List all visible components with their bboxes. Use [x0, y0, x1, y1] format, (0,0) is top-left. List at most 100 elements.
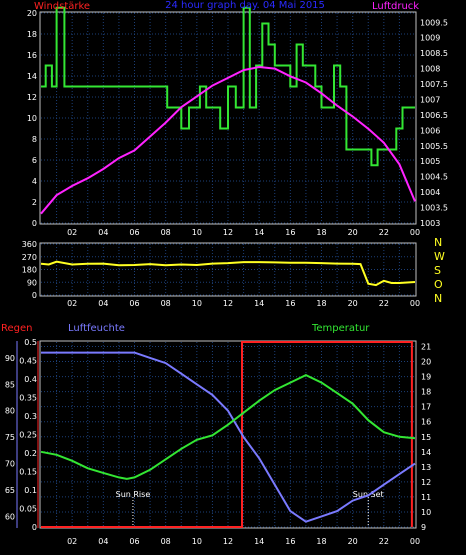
- panel-1-grid: [41, 12, 415, 224]
- y-tick-label: 9: [421, 523, 426, 532]
- compass-label: W: [434, 250, 445, 263]
- y-tick-label: 2: [32, 198, 37, 207]
- y-tick-label: 1003.5: [420, 204, 448, 213]
- y-tick-label: 16: [421, 418, 431, 427]
- y-tick-label: 4: [32, 177, 37, 186]
- x-tick-label: 06: [129, 299, 139, 308]
- y-tick-label: 0: [32, 523, 37, 532]
- y-tick-label: 20: [27, 9, 37, 18]
- y-tick-label: 65: [5, 486, 15, 495]
- y-tick-label: 1009: [420, 34, 440, 43]
- y-tick-label: 270: [22, 253, 37, 262]
- y-tick-label: 18: [421, 388, 431, 397]
- panel-3-x-axis: 02 04 06 08 10 12 14 16 18 20 22 00: [67, 537, 420, 546]
- y-tick-label: 16: [27, 51, 37, 60]
- y-tick-label: 10: [27, 114, 37, 123]
- humidity-axis: 60 65 70 75 80 85 90: [5, 354, 15, 522]
- y-tick-label: 70: [5, 460, 15, 469]
- rain-axis: 0 0.05 0.1 0.15 0.2 0.25 0.3 0.35 0.4 0.45 0.5: [19, 338, 37, 532]
- y-tick-label: 85: [5, 380, 15, 389]
- y-tick-label: 0: [32, 291, 37, 300]
- y-tick-label: 60: [5, 512, 15, 521]
- y-tick-label: 0.05: [19, 505, 37, 514]
- humidity-label: Luftfeuchte: [68, 323, 125, 334]
- y-tick-label: 12: [27, 93, 37, 102]
- panel-3-grid: [41, 342, 415, 528]
- panel-2-grid: [41, 243, 415, 296]
- pressure-axis: 1003 1003.5 1004 1004.5 1005 1005.5 1006 1006.5…: [420, 18, 448, 228]
- x-tick-label: 14: [254, 537, 264, 546]
- y-tick-label: 0.5: [24, 338, 37, 347]
- humidity-line: [41, 351, 416, 523]
- compass-label: N: [434, 292, 442, 305]
- x-tick-label: 12: [223, 228, 233, 237]
- x-tick-label: 14: [254, 299, 264, 308]
- y-tick-label: 0.15: [19, 468, 37, 477]
- x-tick-label: 10: [192, 228, 202, 237]
- y-tick-label: 1003: [420, 219, 440, 228]
- chart-title: 24 hour graph day. 04 Mai 2015: [165, 0, 325, 11]
- x-tick-label: 18: [316, 228, 326, 237]
- wind-speed-label: Windstärke: [34, 1, 90, 12]
- x-tick-label: 14: [254, 228, 264, 237]
- y-tick-label: 6: [32, 156, 37, 165]
- x-tick-label: 20: [348, 228, 358, 237]
- rain-line: [41, 341, 413, 528]
- y-tick-label: 75: [5, 433, 15, 442]
- temperature-label: Temperatur: [311, 323, 370, 334]
- rain-label: Regen: [1, 323, 33, 334]
- x-tick-label: 18: [316, 299, 326, 308]
- y-tick-label: 0.25: [19, 431, 37, 440]
- wind-speed-line: [41, 6, 415, 167]
- x-tick-label: 16: [285, 537, 295, 546]
- y-tick-label: 1008.5: [420, 49, 448, 58]
- y-tick-label: 1009.5: [420, 18, 448, 27]
- x-tick-label: 22: [379, 228, 389, 237]
- sun-event-label: Sun Rise: [116, 490, 151, 499]
- x-tick-label: 08: [161, 537, 171, 546]
- pressure-line: [40, 65, 416, 215]
- y-tick-label: 1004.5: [420, 173, 448, 182]
- compass-label: S: [434, 264, 441, 277]
- x-tick-label: 16: [285, 228, 295, 237]
- x-tick-label: 00: [410, 537, 420, 546]
- y-tick-label: 90: [5, 354, 15, 363]
- y-tick-label: 0.1: [24, 486, 37, 495]
- y-tick-label: 20: [421, 358, 431, 367]
- y-tick-label: 19: [421, 373, 431, 382]
- temperature-axis: 9 10 11 12 13 14 15 16 17 18 19 20 21: [421, 343, 431, 532]
- y-tick-label: 1006.5: [420, 111, 448, 120]
- y-tick-label: 0.2: [24, 449, 37, 458]
- x-tick-label: 02: [67, 228, 77, 237]
- y-tick-label: 80: [5, 407, 15, 416]
- wind-direction-axis: 0 90 180 270 360: [22, 240, 37, 300]
- y-tick-label: 1005.5: [420, 142, 448, 151]
- pressure-label: Luftdruck: [372, 1, 419, 12]
- y-tick-label: 1005: [420, 157, 440, 166]
- x-tick-label: 16: [285, 299, 295, 308]
- y-tick-label: 0.45: [19, 357, 37, 366]
- x-tick-label: 08: [161, 299, 171, 308]
- y-tick-label: 17: [421, 403, 431, 412]
- compass-label: N: [434, 236, 442, 249]
- x-tick-label: 10: [192, 537, 202, 546]
- y-tick-label: 11: [421, 493, 431, 502]
- panel-1-x-axis: 02 04 06 08 10 12 14 16 18 20 22 00: [67, 228, 420, 237]
- y-tick-label: 18: [27, 30, 37, 39]
- y-tick-label: 8: [32, 135, 37, 144]
- x-tick-label: 10: [192, 299, 202, 308]
- x-tick-label: 22: [379, 537, 389, 546]
- x-tick-label: 06: [129, 537, 139, 546]
- x-tick-label: 20: [348, 299, 358, 308]
- x-tick-label: 12: [223, 537, 233, 546]
- wind-speed-axis: 0 2 4 6 8 10 12 14 16 18 20: [27, 9, 37, 228]
- y-tick-label: 0.4: [24, 375, 37, 384]
- y-tick-label: 90: [27, 278, 37, 287]
- y-tick-label: 21: [421, 343, 431, 352]
- x-tick-label: 00: [410, 228, 420, 237]
- y-tick-label: 1007.5: [420, 80, 448, 89]
- compass-label: O: [434, 278, 443, 291]
- wind-direction-line: [40, 260, 416, 287]
